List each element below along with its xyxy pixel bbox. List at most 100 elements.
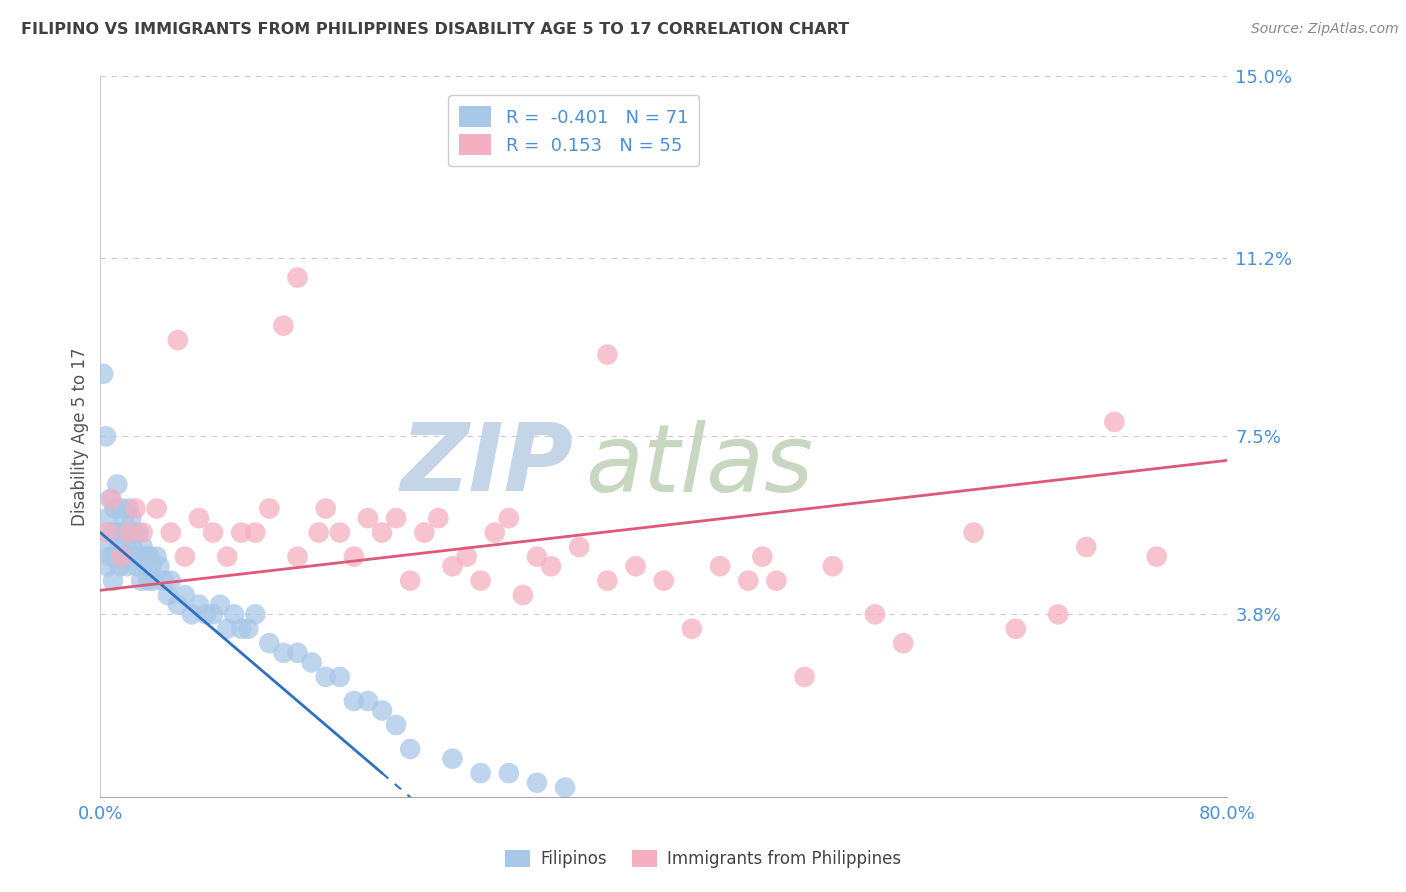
Point (568, 540, 591, 554)
Point (224, 607, 246, 622)
Point (737, 574, 759, 588)
Point (114, 540, 136, 554)
Point (1047, 607, 1070, 622)
Point (93, 540, 115, 554)
Point (202, 607, 225, 622)
Point (127, 525, 149, 540)
Point (152, 574, 174, 588)
Point (343, 694, 366, 708)
Point (273, 318, 295, 333)
Point (441, 752, 464, 766)
Point (187, 598, 209, 612)
Point (217, 622, 239, 636)
Point (145, 501, 167, 516)
Point (470, 766, 492, 780)
Point (96, 559, 118, 574)
Point (329, 525, 352, 540)
Point (103, 501, 125, 516)
Point (110, 501, 132, 516)
Point (385, 718, 408, 732)
Point (135, 549, 157, 564)
Point (526, 775, 548, 789)
Point (131, 540, 153, 554)
Point (624, 559, 647, 574)
Point (793, 670, 815, 684)
Point (111, 549, 134, 564)
Point (554, 780, 576, 795)
Point (118, 549, 141, 564)
Point (596, 574, 619, 588)
Point (315, 501, 337, 516)
Point (821, 559, 844, 574)
Point (357, 694, 380, 708)
Point (273, 646, 295, 660)
Point (107, 540, 129, 554)
Point (231, 622, 253, 636)
Text: Source: ZipAtlas.com: Source: ZipAtlas.com (1251, 22, 1399, 37)
Point (96, 511, 118, 525)
Point (136, 574, 159, 588)
Point (245, 607, 267, 622)
Point (195, 607, 218, 622)
Point (148, 559, 170, 574)
Point (512, 588, 534, 602)
Point (117, 501, 139, 516)
Point (166, 333, 188, 347)
Point (110, 525, 132, 540)
Point (115, 559, 138, 574)
Point (287, 646, 309, 660)
Point (91, 367, 114, 381)
Point (132, 549, 155, 564)
Point (209, 598, 232, 612)
Legend: R =  -0.401   N = 71, R =  0.153   N = 55: R = -0.401 N = 71, R = 0.153 N = 55 (449, 95, 699, 166)
Point (159, 525, 181, 540)
Point (259, 501, 281, 516)
Point (456, 549, 478, 564)
Point (596, 347, 619, 361)
Point (105, 477, 128, 491)
Point (139, 559, 162, 574)
Point (709, 559, 731, 574)
Point (399, 574, 422, 588)
Point (287, 549, 309, 564)
Point (498, 766, 520, 780)
Point (101, 574, 124, 588)
Point (1146, 549, 1168, 564)
Point (371, 704, 394, 718)
Point (399, 742, 422, 756)
Point (138, 549, 160, 564)
Point (308, 525, 330, 540)
Point (121, 540, 143, 554)
Point (217, 549, 239, 564)
Point (470, 574, 492, 588)
Point (202, 525, 225, 540)
Point (98, 549, 121, 564)
Point (129, 574, 152, 588)
Point (652, 574, 675, 588)
Y-axis label: Disability Age 5 to 17: Disability Age 5 to 17 (72, 347, 89, 525)
Point (124, 501, 146, 516)
Point (413, 525, 436, 540)
Point (100, 491, 122, 506)
Point (98, 491, 121, 506)
Point (259, 636, 281, 650)
Point (891, 636, 914, 650)
Point (110, 549, 132, 564)
Point (1076, 540, 1098, 554)
Text: atlas: atlas (585, 420, 813, 511)
Point (159, 574, 181, 588)
Point (96, 525, 118, 540)
Point (128, 549, 150, 564)
Point (108, 559, 131, 574)
Point (315, 670, 337, 684)
Point (104, 525, 127, 540)
Point (180, 607, 202, 622)
Point (681, 622, 703, 636)
Point (751, 549, 773, 564)
Legend: Filipinos, Immigrants from Philippines: Filipinos, Immigrants from Philippines (499, 843, 907, 875)
Point (134, 559, 156, 574)
Point (145, 549, 167, 564)
Point (540, 559, 562, 574)
Point (329, 670, 352, 684)
Point (142, 574, 165, 588)
